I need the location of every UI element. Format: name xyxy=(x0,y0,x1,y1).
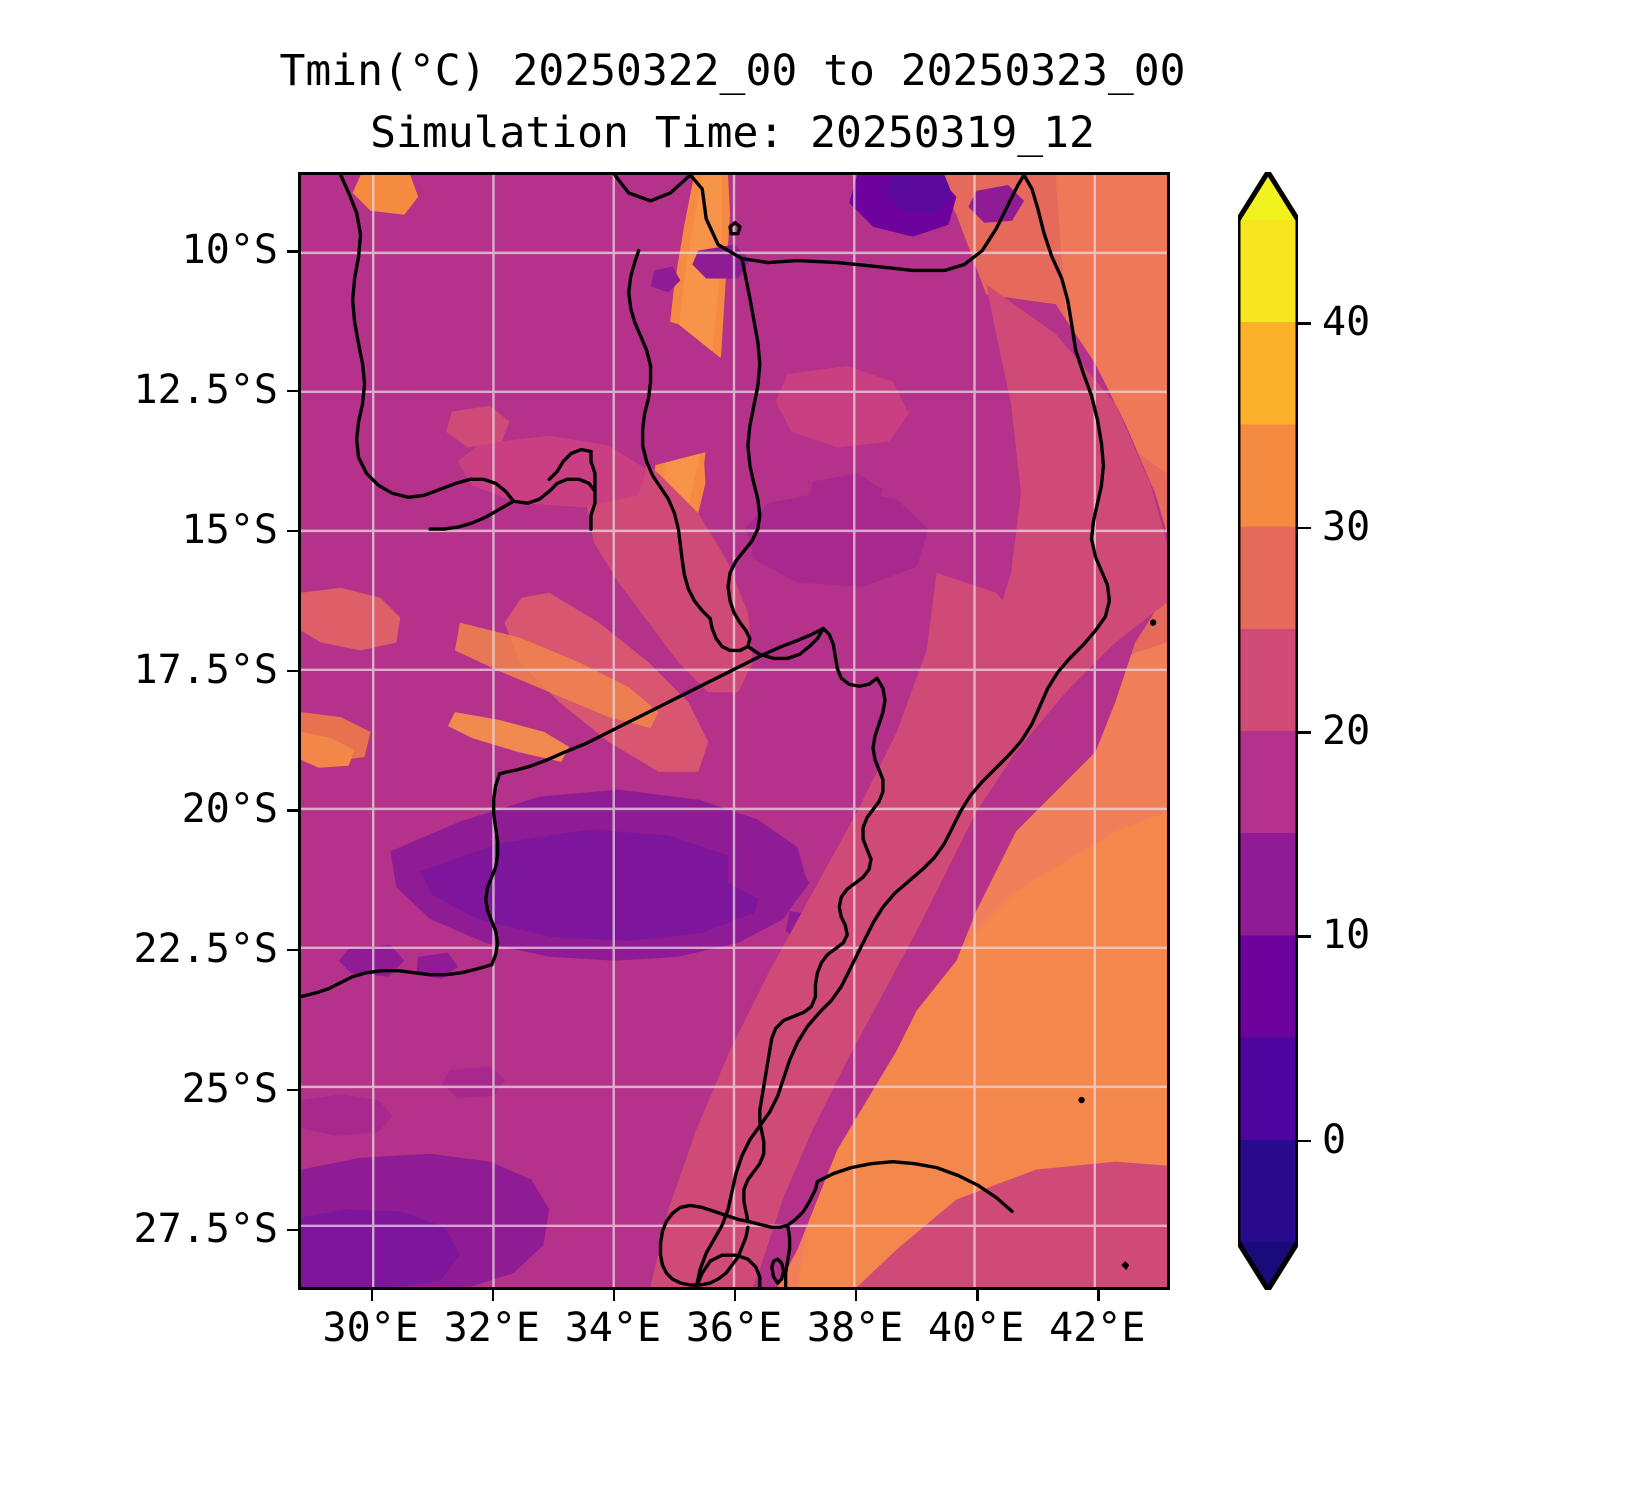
y-tick-mark xyxy=(287,1228,298,1231)
colorbar-tick-mark xyxy=(1298,526,1311,530)
x-tick-mark xyxy=(855,1290,858,1301)
x-tick-mark xyxy=(370,1290,374,1301)
x-tick-label: 42°E xyxy=(1049,1305,1146,1351)
x-tick-mark xyxy=(491,1290,495,1301)
map-axes xyxy=(298,172,1170,1290)
colorbar-tick-mark xyxy=(1298,731,1311,734)
y-tick-mark xyxy=(287,809,298,812)
x-tick-mark xyxy=(612,1290,616,1301)
temperature-field-svg xyxy=(301,175,1167,1287)
x-tick-label: 40°E xyxy=(928,1305,1025,1351)
y-tick-label: 17.5°S xyxy=(133,646,279,693)
y-tick-label: 10°S xyxy=(181,227,278,274)
colorbar-tick-label: 20 xyxy=(1322,708,1371,754)
y-tick-label: 20°S xyxy=(181,786,278,833)
x-tick-label: 36°E xyxy=(685,1305,783,1351)
x-tick-mark xyxy=(1097,1290,1100,1301)
colorbar-tick-mark xyxy=(1298,935,1311,938)
y-tick-mark xyxy=(287,529,298,533)
y-tick-label: 25°S xyxy=(181,1065,278,1112)
y-tick-label: 27.5°S xyxy=(133,1205,279,1252)
colorbar-tick-mark xyxy=(1298,1139,1311,1143)
y-tick-mark xyxy=(287,1088,298,1092)
colorbar-svg xyxy=(1238,172,1298,1290)
x-tick-label: 30°E xyxy=(322,1305,419,1351)
x-tick-mark xyxy=(734,1290,737,1301)
map-canvas xyxy=(301,175,1167,1287)
y-tick-label: 12.5°S xyxy=(133,367,279,413)
x-tick-label: 34°E xyxy=(564,1305,662,1351)
colorbar-tick-label: 10 xyxy=(1322,912,1371,959)
colorbar xyxy=(1238,172,1298,1290)
y-tick-mark xyxy=(287,390,298,393)
colorbar-tick-label: 0 xyxy=(1322,1116,1347,1163)
title-line-1: Tmin(°C) 20250322_00 to 20250323_00 xyxy=(279,46,1186,96)
colorbar-tick-mark xyxy=(1298,322,1311,325)
x-tick-label: 38°E xyxy=(806,1305,904,1351)
y-tick-mark xyxy=(287,250,298,253)
x-tick-mark xyxy=(976,1290,979,1301)
x-tick-label: 32°E xyxy=(443,1305,540,1351)
y-tick-label: 15°S xyxy=(181,506,278,553)
y-tick-label: 22.5°S xyxy=(133,926,279,972)
title-line-2: Simulation Time: 20250319_12 xyxy=(370,108,1095,158)
page-title: Tmin(°C) 20250322_00 to 20250323_00 Simu… xyxy=(0,40,1465,164)
y-tick-mark xyxy=(287,949,298,952)
colorbar-tick-label: 40 xyxy=(1322,299,1371,346)
y-tick-mark xyxy=(287,669,298,672)
colorbar-tick-label: 30 xyxy=(1322,503,1371,550)
